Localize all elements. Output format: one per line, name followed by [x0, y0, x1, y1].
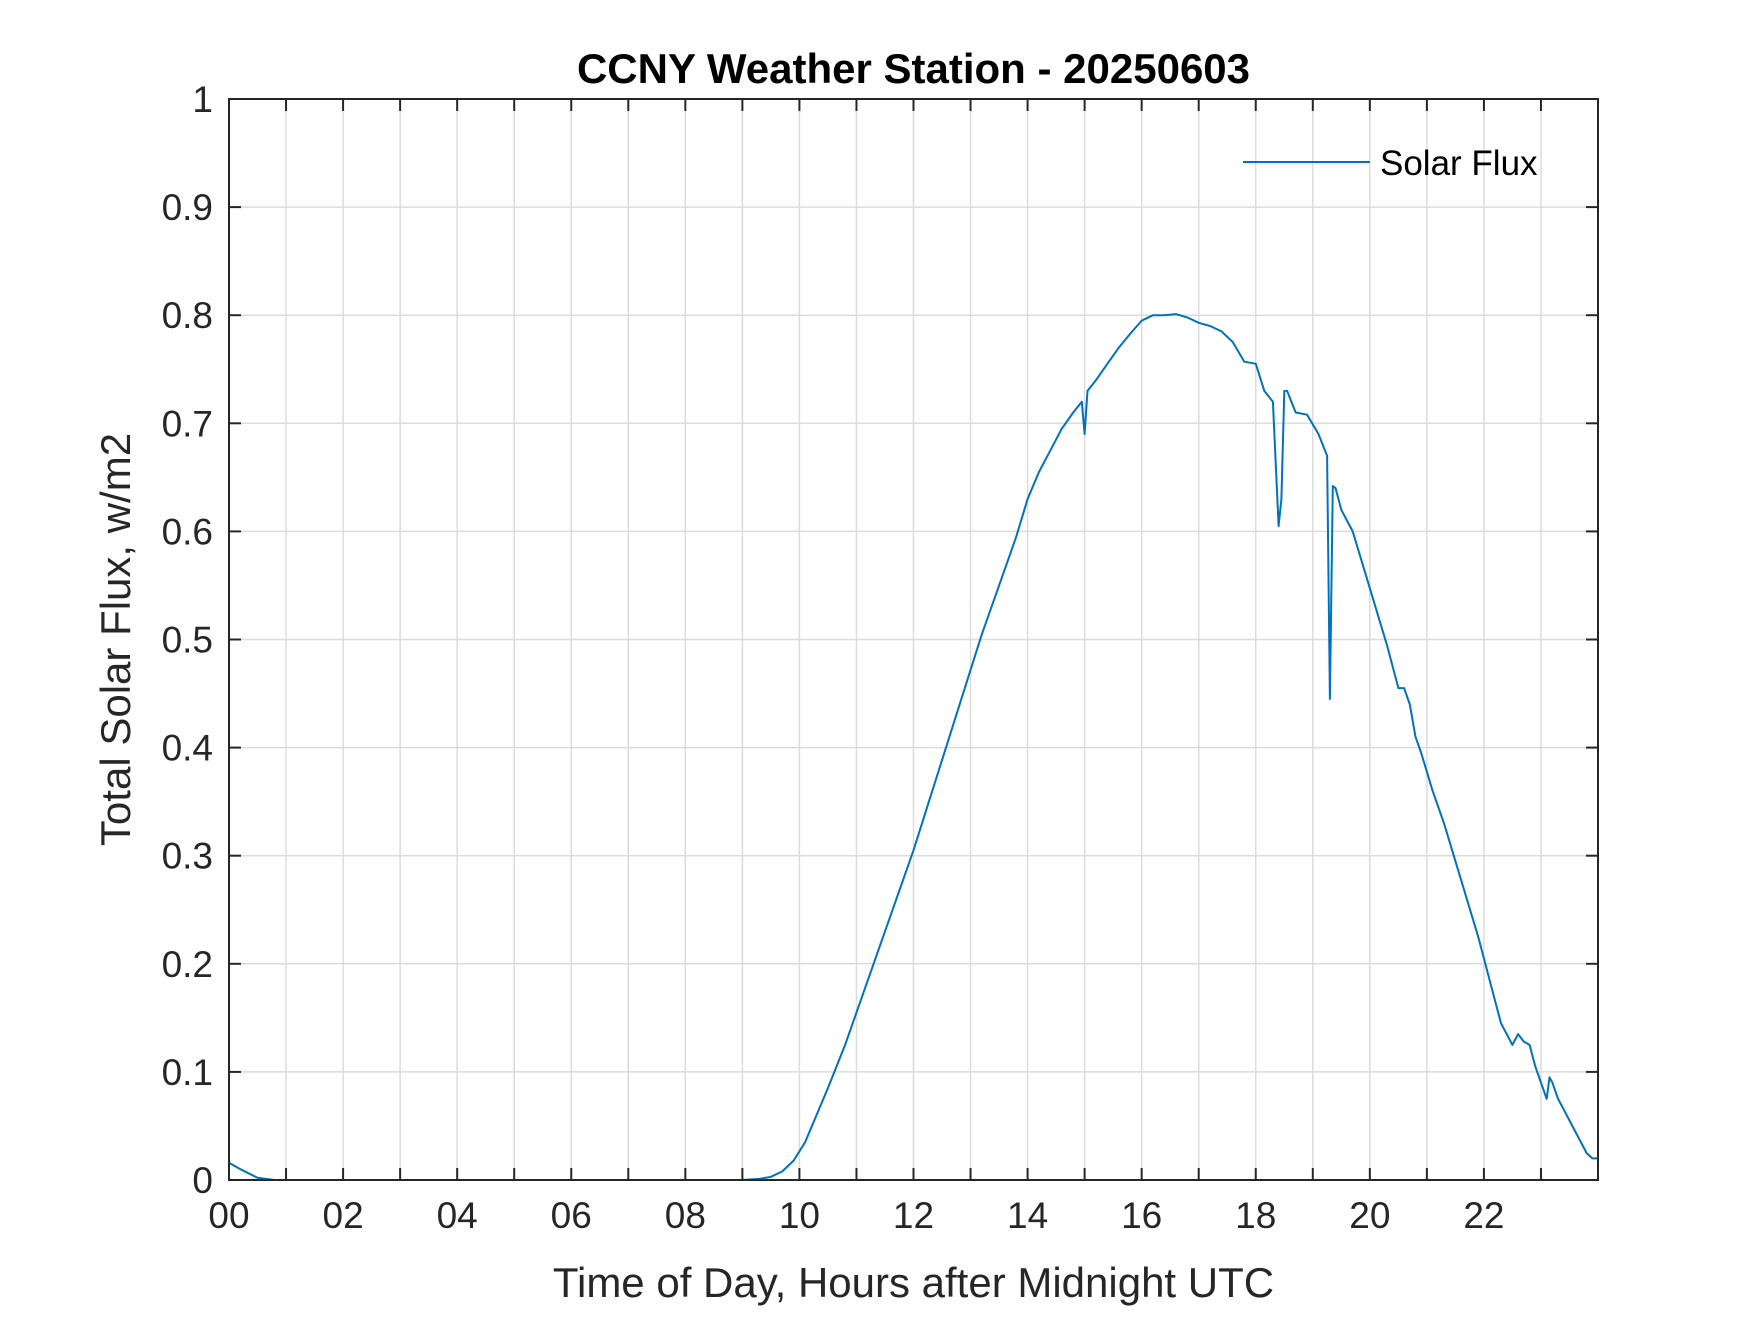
- x-tick-label: 14: [1007, 1195, 1048, 1236]
- y-tick-labels: 0 0.1 0.2 0.3 0.4 0.5 0.6 0.7 0.8 0.9 1: [162, 79, 213, 1201]
- x-tick-label: 20: [1349, 1195, 1390, 1236]
- y-tick-label: 0.4: [162, 728, 213, 769]
- y-tick-label: 0.1: [162, 1052, 213, 1093]
- x-tick-label: 00: [208, 1195, 249, 1236]
- y-tick-label: 0.5: [162, 620, 213, 661]
- legend: Solar Flux: [1243, 144, 1538, 183]
- chart-title: CCNY Weather Station - 20250603: [577, 45, 1250, 92]
- x-tick-label: 02: [323, 1195, 364, 1236]
- x-tick-label: 06: [551, 1195, 592, 1236]
- y-tick-label: 0.8: [162, 295, 213, 336]
- x-tick-label: 22: [1463, 1195, 1504, 1236]
- y-tick-label: 0: [192, 1160, 213, 1201]
- x-tick-label: 12: [893, 1195, 934, 1236]
- y-tick-label: 1: [192, 79, 213, 120]
- x-tick-label: 18: [1235, 1195, 1276, 1236]
- y-tick-label: 0.2: [162, 944, 213, 985]
- x-tick-label: 16: [1121, 1195, 1162, 1236]
- grid-lines: [229, 99, 1598, 1180]
- y-tick-label: 0.3: [162, 836, 213, 877]
- y-axis-title: Total Solar Flux, w/m2: [92, 433, 139, 846]
- x-axis-title: Time of Day, Hours after Midnight UTC: [553, 1259, 1274, 1306]
- legend-label-solar-flux: Solar Flux: [1380, 144, 1538, 183]
- y-tick-label: 0.7: [162, 403, 213, 444]
- series-layer: [228, 313, 1598, 1181]
- x-tick-label: 10: [779, 1195, 820, 1236]
- x-tick-label: 08: [665, 1195, 706, 1236]
- y-tick-label: 0.6: [162, 511, 213, 552]
- y-tick-label: 0.9: [162, 187, 213, 228]
- series-line-solar-flux: [228, 313, 1598, 1181]
- tick-marks: [228, 98, 1599, 1181]
- x-tick-label: 04: [437, 1195, 478, 1236]
- x-tick-labels: 00 02 04 06 08 10 12 14 16 18 20 22: [208, 1195, 1504, 1236]
